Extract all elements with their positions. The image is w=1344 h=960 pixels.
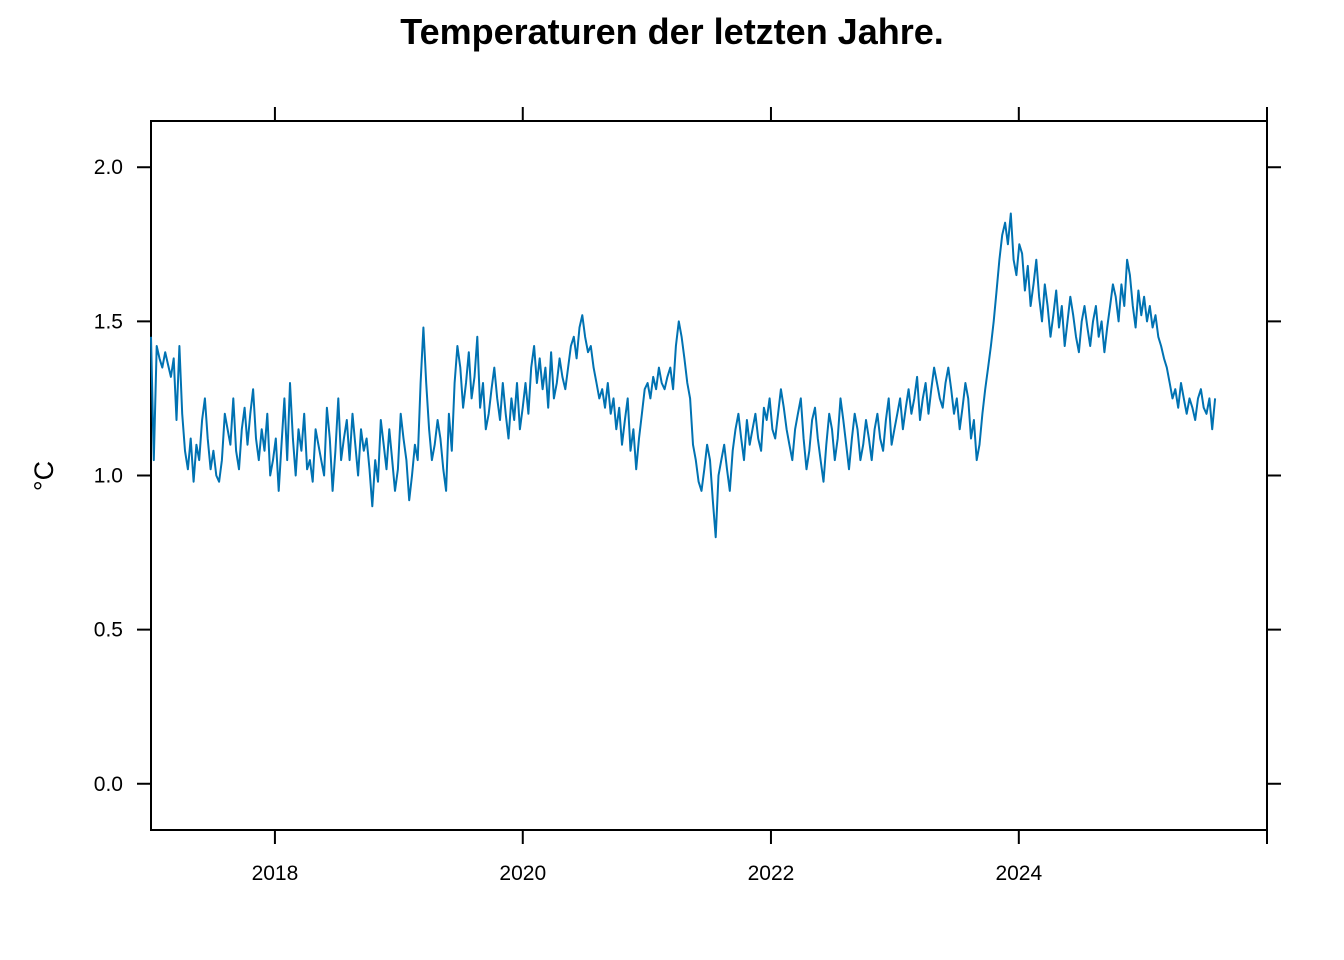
y-tick-label: 0.5 bbox=[94, 619, 123, 642]
x-tick-label: 2024 bbox=[995, 862, 1042, 885]
series-layer bbox=[150, 212, 1217, 539]
axis-tick-labels: 2018 2020 2022 2024 0.0 0.5 1.0 1.5 2.0 bbox=[94, 156, 1043, 885]
chart-title: Temperaturen der letzten Jahre. bbox=[400, 11, 944, 52]
series-line bbox=[150, 212, 1217, 539]
y-tick-label: 2.0 bbox=[94, 156, 123, 179]
y-tick-label: 1.0 bbox=[94, 465, 123, 488]
plot-area: 2018 2020 2022 2024 0.0 0.5 1.0 1.5 2.0 bbox=[94, 107, 1281, 885]
x-tick-label: 2018 bbox=[252, 862, 299, 885]
y-axis-label: °C bbox=[29, 461, 59, 491]
x-tick-label: 2022 bbox=[748, 862, 795, 885]
x-tick-label: 2020 bbox=[499, 862, 546, 885]
y-tick-label: 1.5 bbox=[94, 310, 123, 333]
plot-frame bbox=[150, 120, 1268, 831]
axis-ticks bbox=[137, 107, 1281, 844]
y-tick-label: 0.0 bbox=[94, 773, 123, 796]
